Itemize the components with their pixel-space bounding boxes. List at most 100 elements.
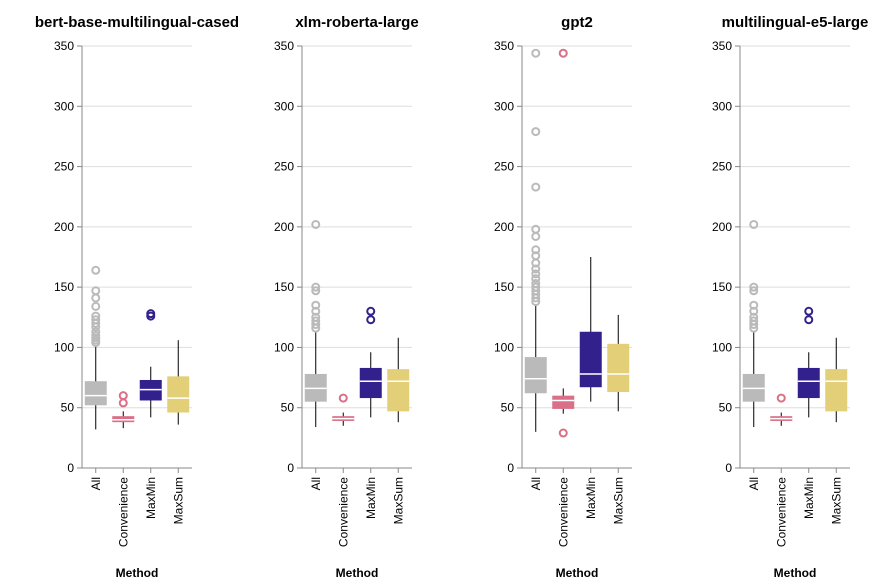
box-iqr: [84, 381, 107, 406]
box-MaxMin: MaxMin: [579, 257, 602, 519]
box-MaxMin: MaxMin: [797, 306, 820, 519]
outlier-point: [91, 293, 101, 303]
y-tick-label: 150: [54, 280, 74, 294]
box-iqr: [359, 367, 382, 399]
box-Convenience: Convenience: [770, 393, 793, 547]
x-tick-label: MaxMin: [584, 477, 598, 519]
x-tick-label: All: [747, 477, 761, 490]
y-tick-label: 50: [501, 401, 515, 415]
y-tick-label: 200: [274, 220, 294, 234]
y-tick-label: 0: [67, 461, 74, 475]
box-MaxSum: MaxSum: [607, 314, 630, 524]
outlier-point: [91, 311, 101, 321]
outlier-point: [91, 315, 101, 325]
y-tick-label: 300: [54, 99, 74, 113]
outlier-point: [531, 245, 541, 255]
x-axis-title: Method: [556, 566, 599, 580]
outlier-point: [749, 300, 759, 310]
y-tick-label: 50: [719, 401, 733, 415]
box-iqr: [387, 369, 410, 412]
box-iqr: [524, 357, 547, 394]
x-axis-title: Method: [336, 566, 379, 580]
x-tick-label: Convenience: [556, 477, 570, 547]
x-tick-label: MaxSum: [391, 477, 405, 524]
outlier-point: [531, 269, 541, 279]
y-tick-label: 0: [507, 461, 514, 475]
y-tick-label: 200: [494, 220, 514, 234]
y-tick-label: 0: [287, 461, 294, 475]
outlier-point: [531, 274, 541, 284]
outlier-point: [91, 301, 101, 311]
y-tick-label: 300: [274, 99, 294, 113]
y-tick-label: 150: [274, 280, 294, 294]
x-tick-label: All: [309, 477, 323, 490]
y-tick-label: 50: [61, 401, 75, 415]
y-tick-label: 200: [54, 220, 74, 234]
outlier-point: [366, 315, 376, 325]
outlier-point: [311, 286, 321, 296]
outlier-point: [311, 316, 321, 326]
y-tick-label: 350: [274, 39, 294, 53]
panel-title: multilingual-e5-large: [722, 14, 869, 31]
box-iqr: [579, 331, 602, 388]
y-tick-label: 0: [725, 461, 732, 475]
box-MaxMin: MaxMin: [359, 306, 382, 519]
outlier-point: [311, 282, 321, 292]
outlier-point: [91, 330, 101, 340]
outlier-point: [311, 300, 321, 310]
x-tick-label: Convenience: [336, 477, 350, 547]
box-MaxMin: MaxMin: [139, 309, 162, 519]
outlier-point: [531, 182, 541, 192]
outlier-point: [146, 309, 156, 319]
x-axis-title: Method: [116, 566, 159, 580]
outlier-point: [749, 286, 759, 296]
y-tick-label: 100: [494, 340, 514, 354]
box-Convenience: Convenience: [112, 391, 135, 547]
outlier-point: [311, 219, 321, 229]
box-iqr: [797, 367, 820, 399]
panel-xlm-roberta-large: xlm-roberta-large 0 50 100 150 200 250 300 350 Al…: [274, 14, 419, 580]
outlier-point: [531, 224, 541, 234]
y-tick-label: 150: [494, 280, 514, 294]
box-All: All: [304, 219, 327, 490]
x-tick-label: MaxMin: [144, 477, 158, 519]
outlier-point: [749, 219, 759, 229]
box-iqr: [607, 343, 630, 393]
y-tick-label: 200: [712, 220, 732, 234]
x-tick-label: MaxMin: [802, 477, 816, 519]
x-tick-label: MaxMin: [364, 477, 378, 519]
panel-gpt2: gpt2 0 50 100 150 200 250 300 350 All Convenience M…: [494, 14, 632, 580]
y-tick-label: 350: [54, 39, 74, 53]
outlier-point: [531, 232, 541, 242]
x-tick-label: Convenience: [774, 477, 788, 547]
outlier-point: [531, 127, 541, 137]
box-All: All: [84, 265, 107, 490]
box-All: All: [524, 48, 547, 490]
y-tick-label: 150: [712, 280, 732, 294]
x-tick-label: MaxSum: [171, 477, 185, 524]
outlier-point: [118, 398, 128, 408]
box-All: All: [742, 219, 765, 490]
box-MaxSum: MaxSum: [387, 337, 410, 524]
x-tick-label: Convenience: [116, 477, 130, 547]
outlier-point: [749, 316, 759, 326]
outlier-point: [338, 393, 348, 403]
outlier-point: [531, 48, 541, 58]
y-tick-label: 300: [712, 99, 732, 113]
box-MaxSum: MaxSum: [825, 337, 848, 524]
outlier-point: [558, 48, 568, 58]
outlier-point: [118, 391, 128, 401]
box-MaxSum: MaxSum: [167, 340, 190, 524]
outlier-point: [804, 306, 814, 316]
outlier-point: [91, 286, 101, 296]
outlier-point: [531, 279, 541, 289]
y-tick-label: 250: [712, 160, 732, 174]
outlier-point: [558, 428, 568, 438]
x-tick-label: MaxSum: [611, 477, 625, 524]
box-iqr: [167, 376, 190, 413]
x-tick-label: All: [89, 477, 103, 490]
y-tick-label: 300: [494, 99, 514, 113]
y-tick-label: 350: [494, 39, 514, 53]
panel-title: gpt2: [561, 14, 593, 31]
